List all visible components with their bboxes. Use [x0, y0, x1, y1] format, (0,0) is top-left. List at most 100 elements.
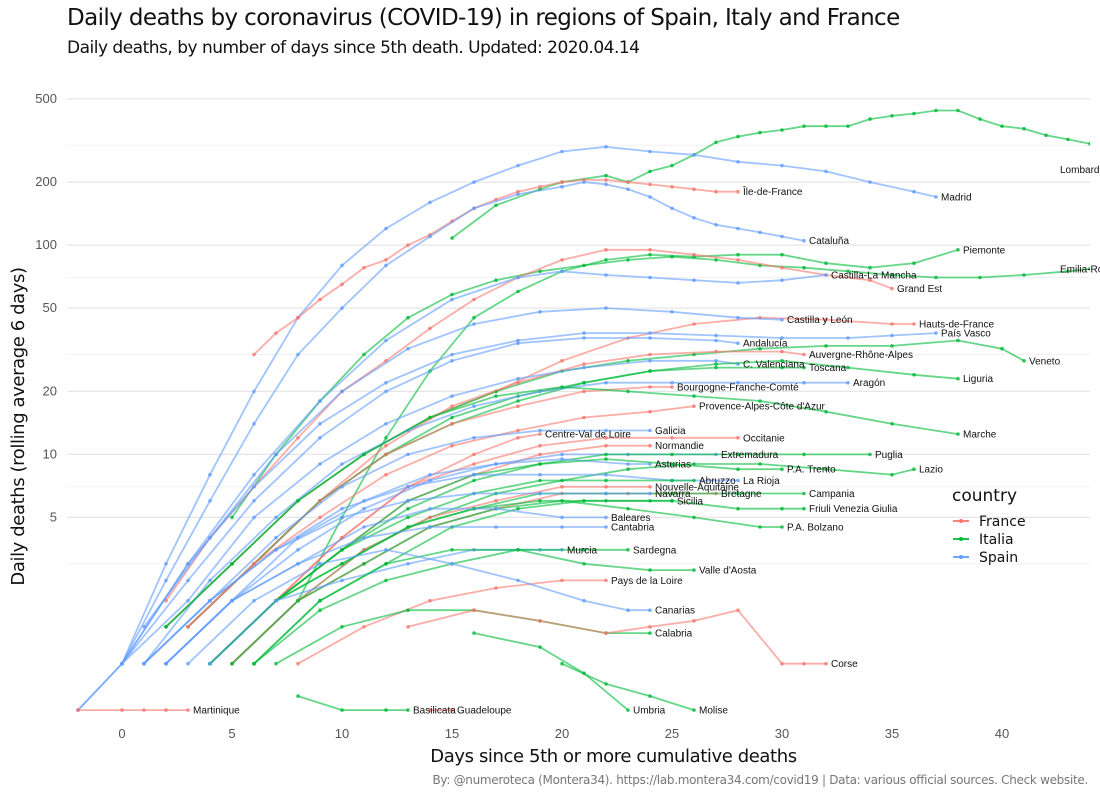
data-point [670, 254, 674, 259]
data-point [428, 472, 432, 477]
data-point [912, 111, 916, 116]
data-point [648, 195, 652, 199]
series-label: Grand Est [897, 284, 942, 295]
data-point [406, 506, 410, 511]
series-label: Toscana [809, 363, 847, 374]
data-point [912, 322, 916, 326]
data-point [340, 506, 344, 511]
data-point [560, 385, 564, 389]
data-point [318, 297, 322, 302]
data-point [296, 548, 300, 552]
y-tick-label: 10 [43, 446, 57, 461]
data-point [692, 394, 696, 398]
series-line-Calabria [275, 609, 650, 665]
series-line-Grand Est [165, 248, 893, 602]
data-point [692, 708, 696, 712]
data-point [274, 515, 278, 520]
data-point [692, 619, 696, 623]
data-point [780, 661, 784, 666]
data-point [648, 149, 652, 154]
data-point [450, 394, 454, 398]
data-point [450, 236, 454, 240]
data-point [1022, 359, 1026, 363]
data-point [384, 472, 388, 477]
x-tick-label: 5 [228, 726, 235, 741]
data-point [648, 252, 652, 257]
data-point [450, 292, 454, 297]
series-line-Umbria [473, 632, 629, 711]
data-point [868, 265, 872, 270]
data-point [274, 452, 278, 457]
data-point [406, 708, 410, 712]
data-point [516, 341, 520, 346]
data-point [472, 206, 476, 211]
data-point [736, 491, 740, 496]
data-point [582, 562, 586, 566]
data-point [736, 436, 740, 440]
data-point [604, 258, 608, 262]
series-label: Molise [699, 706, 728, 717]
data-point [516, 380, 520, 385]
data-point [648, 169, 652, 174]
series-label: Aragón [853, 378, 885, 389]
data-point [824, 124, 828, 128]
data-point [1066, 269, 1070, 274]
series-line-Murcia [209, 548, 562, 665]
data-point [604, 248, 608, 252]
data-point [912, 261, 916, 266]
data-point [802, 352, 806, 357]
data-point [714, 189, 718, 194]
data-point [670, 491, 674, 496]
data-point [340, 485, 344, 489]
data-point [890, 286, 894, 291]
data-point [582, 365, 586, 370]
data-point [604, 472, 608, 477]
data-point [648, 499, 652, 503]
data-point [406, 515, 410, 520]
data-point [648, 359, 652, 363]
series-line-Corse [407, 609, 826, 665]
data-point [538, 443, 542, 448]
data-point [230, 598, 234, 603]
data-point [692, 252, 696, 257]
data-point [318, 608, 322, 612]
data-point [186, 661, 190, 666]
data-point [186, 625, 190, 629]
series-line-Castilla-La Mancha [121, 270, 827, 665]
data-point [692, 187, 696, 191]
data-point [384, 562, 388, 566]
data-point [252, 422, 256, 426]
data-point [560, 578, 564, 583]
data-point [406, 346, 410, 351]
series-line-Valle d'Aosta [253, 548, 694, 665]
data-point [802, 380, 806, 385]
data-point [494, 203, 498, 208]
data-point [516, 399, 520, 403]
data-point [868, 180, 872, 184]
series-line-Piemonte [297, 248, 959, 602]
data-point [604, 443, 608, 448]
series-label: Puglia [875, 450, 903, 461]
series-line-Cantabria [165, 526, 606, 665]
series-label: Lombardia [1060, 165, 1100, 176]
series-label: Nouvelle-Aquitaine [655, 482, 739, 493]
data-point [824, 344, 828, 348]
data-point [318, 399, 322, 403]
data-point [516, 163, 520, 168]
legend-item-label: France [979, 514, 1026, 530]
data-point [384, 226, 388, 231]
data-point [516, 189, 520, 194]
data-point [692, 568, 696, 572]
series-label: Île-de-France [742, 185, 803, 198]
data-point [472, 608, 476, 612]
data-point [626, 258, 630, 262]
data-point [1088, 267, 1090, 271]
x-tick-label: 25 [665, 726, 679, 741]
series-label: Auvergne-Rhône-Alpes [809, 350, 913, 361]
data-point [208, 499, 212, 503]
data-point [450, 297, 454, 302]
data-point [736, 452, 740, 457]
series-label: Guadeloupe [457, 706, 512, 717]
data-point [560, 661, 564, 666]
data-point [890, 422, 894, 426]
